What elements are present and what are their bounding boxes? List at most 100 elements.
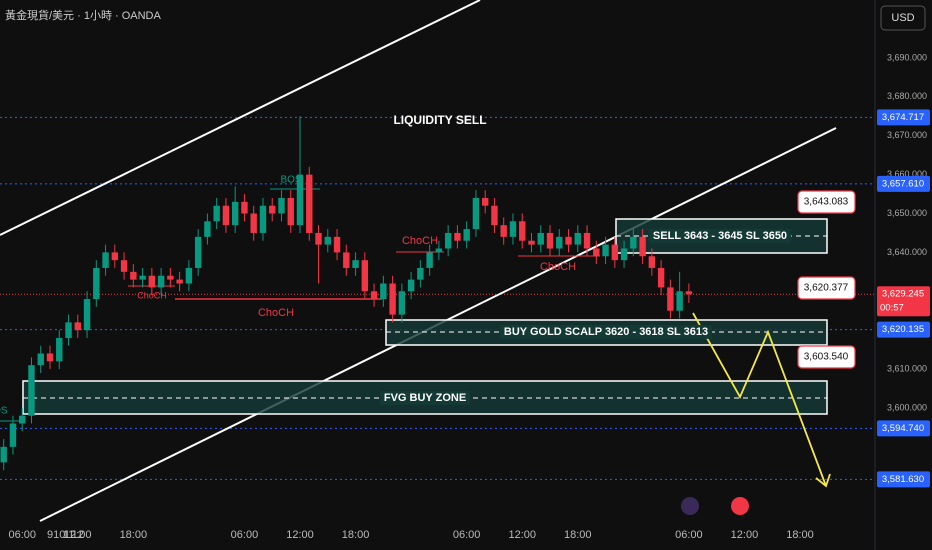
candle-body bbox=[157, 275, 165, 288]
candle-body bbox=[593, 248, 600, 257]
labels: 3,643.083 3,620.377 3,603.540 LIQUIDITY SEL… bbox=[0, 113, 856, 417]
chart-title: 黃金現貨/美元 · 1小時 · OANDA bbox=[5, 8, 162, 22]
event-icon bbox=[731, 497, 749, 515]
candle-body bbox=[130, 271, 137, 280]
candle-body bbox=[574, 232, 581, 245]
candle-body bbox=[93, 267, 100, 300]
candle-body bbox=[324, 236, 331, 245]
candle-body bbox=[648, 256, 656, 268]
price-tag-label: 3,581.630 bbox=[882, 474, 924, 485]
candle-body bbox=[417, 267, 424, 280]
x-tick-label: 12:00 bbox=[731, 529, 759, 541]
candle-body bbox=[565, 236, 572, 245]
candle-body bbox=[74, 322, 81, 331]
candle-body bbox=[19, 415, 26, 424]
candle-body bbox=[611, 244, 619, 261]
candle-body bbox=[278, 197, 285, 214]
price-tag bbox=[877, 321, 930, 338]
candle-body bbox=[509, 221, 517, 237]
candle-body bbox=[83, 299, 91, 331]
candle-body bbox=[630, 236, 637, 249]
x-tick-label: 12:00 bbox=[286, 529, 314, 541]
x-tick-label: 18:00 bbox=[120, 529, 148, 541]
y-tick-label: 3,660.000 bbox=[887, 169, 927, 179]
x-tick-label: 12:00 bbox=[508, 529, 536, 541]
x-tick-label: 12 bbox=[72, 529, 84, 541]
candle-body bbox=[528, 240, 535, 245]
annotation: ChoCH bbox=[402, 235, 438, 247]
candle-body bbox=[426, 252, 433, 268]
candle-body bbox=[139, 275, 146, 280]
price-tag bbox=[877, 175, 930, 192]
callout-label: 3,643.083 bbox=[804, 197, 849, 208]
label-bg bbox=[379, 390, 471, 405]
annotation: BOS bbox=[0, 406, 8, 417]
candle-body bbox=[9, 423, 17, 447]
candle-body bbox=[194, 236, 202, 268]
price-tag bbox=[877, 420, 930, 437]
candle-body bbox=[306, 174, 313, 233]
candle-body bbox=[213, 205, 220, 222]
candle-body bbox=[28, 365, 35, 416]
price-tag bbox=[877, 109, 930, 126]
candle-body bbox=[435, 248, 443, 253]
label-bg bbox=[648, 228, 792, 243]
candle-body bbox=[37, 353, 44, 366]
price-tag-label: 3,620.135 bbox=[882, 324, 924, 335]
candle-body bbox=[185, 267, 193, 284]
candle-body bbox=[287, 197, 294, 226]
candle-body bbox=[148, 275, 156, 288]
candle-body bbox=[380, 283, 387, 300]
channel-line bbox=[0, 0, 481, 236]
y-tick-label: 3,680.000 bbox=[887, 91, 927, 101]
annotation: BOS bbox=[280, 175, 301, 186]
currency-box[interactable] bbox=[880, 5, 926, 31]
arrow-head bbox=[815, 473, 831, 488]
candle-body bbox=[343, 252, 350, 268]
candle-body bbox=[500, 225, 507, 237]
last-price-tag bbox=[877, 286, 930, 317]
price-tag bbox=[877, 471, 930, 488]
candle-body bbox=[620, 248, 628, 261]
x-tick-label: 11 bbox=[63, 529, 74, 541]
grid bbox=[0, 116, 875, 480]
candle-body bbox=[472, 197, 480, 230]
x-tick-label: 06:00 bbox=[8, 529, 36, 541]
annotation: ChoCH bbox=[540, 261, 576, 273]
price-axis bbox=[875, 0, 932, 550]
currency: USD bbox=[891, 12, 914, 24]
candle-body bbox=[537, 232, 544, 245]
candle-body bbox=[333, 236, 341, 253]
last-price-label: 3,629.245 bbox=[882, 289, 924, 300]
countdown: 00:57 bbox=[880, 303, 904, 314]
projection-arrow bbox=[692, 312, 827, 487]
candle-body bbox=[231, 201, 239, 226]
y-tick-label: 3,600.000 bbox=[887, 402, 927, 412]
candle-body bbox=[657, 267, 665, 288]
x-tick-label: 06:00 bbox=[231, 529, 259, 541]
callout-box bbox=[797, 345, 856, 369]
candle-body bbox=[676, 291, 683, 311]
candle-body bbox=[389, 283, 396, 315]
event-icon bbox=[681, 497, 699, 515]
candle-body bbox=[204, 221, 211, 237]
candle-body bbox=[556, 236, 563, 249]
candle-body bbox=[398, 291, 406, 315]
x-tick-label: 18:00 bbox=[342, 529, 370, 541]
callout-box bbox=[797, 190, 856, 214]
candle-body bbox=[546, 232, 554, 249]
candle-body bbox=[361, 260, 369, 292]
candle-body bbox=[102, 252, 109, 268]
candle-body bbox=[0, 446, 7, 463]
candle-body bbox=[370, 291, 378, 300]
candle-body bbox=[222, 205, 230, 226]
x-tick-label: 06:00 bbox=[675, 529, 703, 541]
candle-body bbox=[120, 260, 128, 272]
candle-body bbox=[46, 353, 54, 362]
annotation: ChoCH bbox=[137, 290, 167, 300]
candle-body bbox=[315, 232, 322, 245]
y-tick-label: 3,640.000 bbox=[887, 247, 927, 257]
